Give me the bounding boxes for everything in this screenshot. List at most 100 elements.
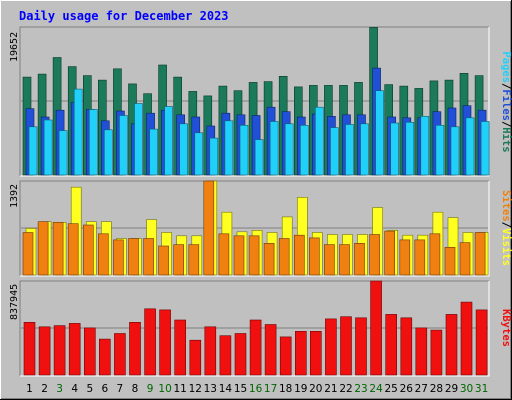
- visits-bar-sites-day-25: [384, 230, 396, 276]
- day-label-4: 4: [71, 383, 78, 395]
- hits-bar-pages-day-31: [480, 121, 490, 176]
- hits-bar-pages-day-15: [239, 125, 249, 176]
- visits-bar-sites-day-10: [158, 245, 169, 276]
- day-label-11: 11: [174, 383, 187, 395]
- kbytes-bar-kbytes-day-10: [159, 309, 171, 376]
- visits-bar-sites-day-21: [324, 244, 335, 276]
- visits-max-label: 1392: [9, 184, 20, 208]
- visits-panel-bevel-light: [20, 181, 490, 277]
- visits-panel-bevel-dark: [19, 180, 489, 276]
- visits-bar-sites-day-3: [52, 222, 64, 276]
- visits-bar-sites-day-1: [22, 232, 34, 276]
- day-label-17: 17: [264, 383, 277, 395]
- hits-bar-pages-day-13: [209, 137, 219, 176]
- hits-panel-bevel-dark: [19, 26, 489, 176]
- hits-bar-pages-day-24: [375, 90, 384, 176]
- visits-bar-sites-day-5: [83, 224, 94, 276]
- day-label-9: 9: [147, 383, 154, 395]
- hits-bar-pages-day-2: [43, 119, 53, 176]
- hits-bar-pages-day-17: [269, 121, 279, 176]
- kbytes-bar-kbytes-day-8: [129, 321, 141, 376]
- hits-side-label-part-2: Files: [500, 89, 512, 121]
- kbytes-bar-kbytes-day-1: [23, 321, 36, 376]
- day-label-28: 28: [430, 383, 443, 395]
- kbytes-bar-kbytes-day-4: [68, 323, 81, 376]
- day-label-5: 5: [86, 383, 93, 395]
- kbytes-bar-kbytes-day-28: [430, 329, 443, 376]
- day-label-24: 24: [369, 383, 383, 395]
- visits-bar-sites-day-22: [339, 244, 350, 276]
- kbytes-bar-kbytes-day-29: [445, 314, 458, 376]
- hits-bar-pages-day-20: [314, 106, 324, 176]
- day-label-22: 22: [339, 383, 352, 395]
- day-label-16: 16: [249, 383, 263, 395]
- day-labels: 1 2 3 4 5 6 7 8 9 10 11 12 13 14 15 16 17 18 19 20 21 22 23 24 2…: [26, 383, 488, 395]
- kbytes-bar-kbytes-day-17: [264, 324, 277, 376]
- visits-bar-sites-day-29: [444, 247, 456, 276]
- kbytes-bar-kbytes-day-12: [189, 339, 202, 376]
- hits-bar-pages-day-10: [164, 106, 173, 176]
- visits-bar-sites-day-11: [173, 244, 184, 276]
- visits-bar-sites-day-24: [369, 234, 380, 276]
- kbytes-bar-kbytes-day-6: [99, 338, 111, 376]
- visits-bar-sites-day-16: [248, 235, 260, 276]
- visits-bar-sites-day-19: [293, 234, 305, 276]
- visits-side-label-part-2: Visits: [500, 228, 512, 266]
- visits-bar-sites-day-27: [414, 239, 426, 276]
- visits-bar-sites-day-8: [128, 238, 139, 276]
- day-label-18: 18: [279, 383, 292, 395]
- visits-bar-sites-day-30: [459, 242, 471, 276]
- hits-bar-pages-day-29: [450, 126, 460, 176]
- kbytes-bar-kbytes-day-20: [309, 330, 322, 376]
- day-label-26: 26: [400, 383, 414, 395]
- day-label-6: 6: [101, 383, 108, 395]
- visits-bar-sites-day-14: [218, 233, 230, 276]
- hits-bar-pages-day-26: [405, 122, 415, 176]
- visits-bar-sites-day-23: [354, 243, 365, 276]
- kbytes-bar-kbytes-day-25: [385, 314, 398, 376]
- visits-side-label-part-1: /: [500, 222, 512, 228]
- visits-bar-sites-day-4: [67, 223, 79, 276]
- day-label-8: 8: [132, 383, 139, 395]
- kbytes-max-label: 837945: [9, 284, 20, 320]
- day-label-1: 1: [26, 383, 33, 395]
- day-label-3: 3: [56, 383, 63, 395]
- kbytes-bar-kbytes-day-13: [204, 326, 217, 376]
- day-label-13: 13: [204, 383, 217, 395]
- hits-bar-pages-day-27: [420, 116, 430, 176]
- visits-bar-sites-day-28: [429, 233, 441, 276]
- visits-bar-sites-day-15: [233, 235, 245, 276]
- visits-bar-sites-day-13: [203, 180, 215, 276]
- hits-bar-pages-day-12: [194, 132, 204, 176]
- kbytes-panel-bevel-light: [20, 281, 490, 377]
- hits-bar-pages-day-8: [134, 103, 143, 176]
- hits-bar-pages-day-18: [284, 123, 294, 176]
- kbytes-bar-kbytes-day-27: [415, 327, 428, 376]
- kbytes-bar-kbytes-day-31: [475, 309, 488, 376]
- visits-bar-sites-day-26: [399, 239, 411, 276]
- hits-bar-pages-day-4: [73, 88, 83, 176]
- kbytes-bar-kbytes-day-9: [144, 308, 156, 376]
- visits-bar-sites-day-17: [263, 243, 275, 276]
- visits-bar-sites-day-12: [188, 244, 200, 276]
- day-label-27: 27: [415, 383, 428, 395]
- hits-side-label-part-4: Hits: [500, 127, 512, 152]
- hits-bar-pages-day-19: [299, 125, 309, 176]
- kbytes-bar-kbytes-day-24: [370, 280, 382, 376]
- kbytes-bar-kbytes-day-11: [174, 319, 186, 376]
- hits-bar-pages-day-3: [58, 130, 68, 176]
- hits-side-label: Pages/Files/Hits: [500, 51, 512, 152]
- visits-bar-sites-day-20: [308, 237, 320, 276]
- visits-bar-sites-day-18: [278, 238, 290, 276]
- kbytes-side-label: KBytes: [500, 309, 512, 347]
- hits-max-label: 19652: [9, 32, 20, 62]
- hits-bar-pages-day-11: [179, 123, 188, 176]
- chart-title: Daily usage for December 2023: [19, 9, 229, 23]
- kbytes-bar-kbytes-day-5: [84, 327, 96, 376]
- visits-bar-sites-day-6: [98, 233, 109, 276]
- hits-bar-pages-day-6: [104, 129, 113, 176]
- hits-bar-pages-day-22: [345, 124, 354, 176]
- hits-bar-pages-day-23: [360, 123, 369, 176]
